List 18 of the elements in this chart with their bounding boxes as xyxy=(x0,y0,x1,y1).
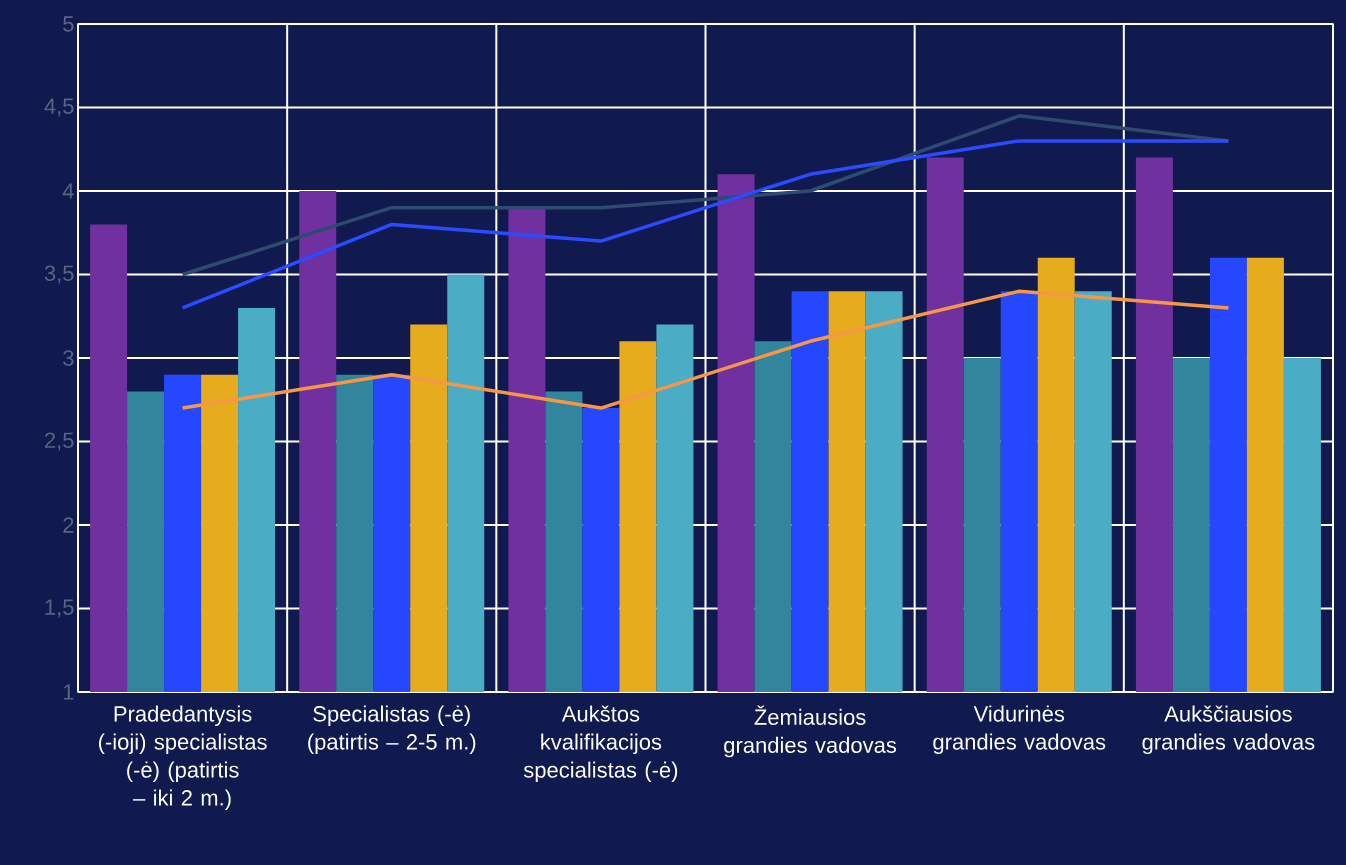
y-tick-label: 3,5 xyxy=(44,265,74,284)
y-tick-label: 4 xyxy=(62,183,74,199)
y-tick-label: 1,5 xyxy=(45,599,74,618)
x-tick-label: Aukščiausios grandies vadovas xyxy=(1142,705,1315,755)
y-tick-label: 2 xyxy=(63,517,74,533)
x-tick-label: Aukštos kvalifikacijos specialistas (-ė) xyxy=(523,705,678,783)
x-tick-label: Pradedantysis (-ioji) specialistas (-ė) (patirtis – iki 2 m.) xyxy=(98,705,267,811)
y-tick-label: 4,5 xyxy=(44,98,74,117)
y-tick-label: 1 xyxy=(63,684,74,700)
y-tick-label: 2,5 xyxy=(45,432,74,451)
line-series xyxy=(180,114,1231,277)
line-series xyxy=(180,139,1231,310)
x-tick-label: Žemiausios grandies vadovas xyxy=(724,705,897,758)
line-series xyxy=(180,289,1231,410)
x-tick-label: Specialistas (-ė) (patirtis – 2-5 m.) xyxy=(308,705,476,755)
y-tick-label: 3 xyxy=(63,350,74,366)
x-tick-label: Vidurinės grandies vadovas xyxy=(933,705,1106,755)
y-tick-label: 5 xyxy=(63,16,74,32)
